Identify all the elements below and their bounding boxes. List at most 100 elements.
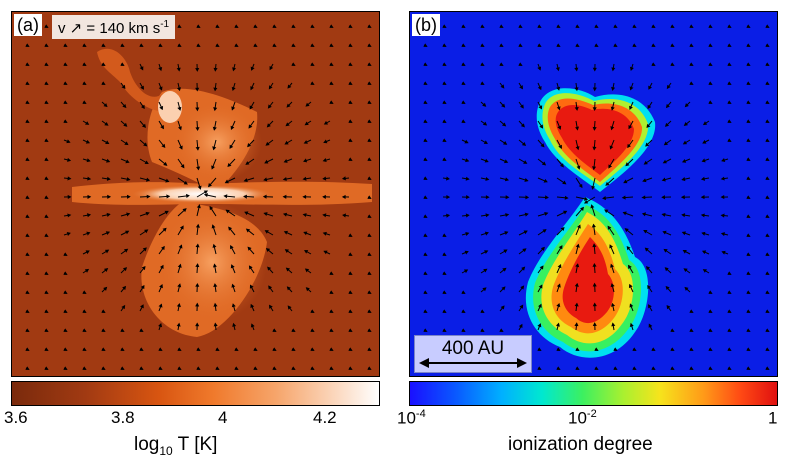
velocity-arrowhead: [727, 290, 732, 294]
velocity-arrowhead: [367, 252, 372, 256]
velocity-arrowhead: [25, 81, 30, 85]
velocity-arrowhead: [765, 100, 770, 104]
velocity-arrowhead: [746, 252, 751, 256]
velocity-arrowhead: [423, 252, 428, 256]
velocity-arrowhead: [367, 157, 372, 161]
velocity-arrowhead: [367, 119, 372, 123]
velocity-arrowhead: [195, 127, 200, 132]
velocity-arrowhead: [139, 328, 144, 332]
velocity-arrowhead: [25, 195, 30, 199]
velocity-arrowhead: [611, 67, 616, 72]
velocity-arrowhead: [701, 231, 706, 236]
velocity-arrowhead: [44, 347, 49, 351]
velocity-arrowhead: [591, 185, 596, 190]
velocity-arrowhead: [348, 347, 353, 351]
velocity-arrowhead: [523, 230, 528, 235]
velocity-arrowhead: [661, 177, 666, 182]
velocity-arrowhead: [182, 208, 187, 213]
velocity-arrowhead: [592, 302, 597, 307]
velocity-arrowhead: [161, 245, 165, 251]
velocity-arrowhead: [641, 212, 646, 217]
velocity-value: = 140 km s: [86, 20, 161, 37]
velocity-arrowhead: [708, 290, 713, 294]
velocity-arrowhead: [503, 141, 508, 145]
velocity-arrowhead: [563, 210, 568, 215]
velocity-arrowhead: [195, 107, 200, 112]
velocity-arrowhead: [499, 43, 504, 47]
velocity-arrowhead: [681, 177, 686, 182]
velocity-arrowhead: [348, 271, 353, 275]
velocity-arrowhead: [25, 100, 30, 104]
velocity-arrowhead: [341, 176, 346, 181]
velocity-arrowhead: [229, 144, 234, 149]
velocity-arrowhead: [592, 126, 597, 131]
velocity-arrowhead: [103, 103, 108, 108]
velocity-arrowhead: [367, 138, 372, 142]
velocity-arrowhead: [329, 24, 334, 28]
velocity-arrowhead: [367, 176, 372, 180]
velocity-arrowhead: [590, 204, 595, 209]
velocity-arrowhead: [610, 283, 615, 288]
velocity-arrowhead: [727, 138, 732, 142]
velocity-arrowhead: [480, 24, 485, 28]
velocity-arrowhead: [480, 43, 485, 47]
velocity-arrowhead: [700, 176, 706, 181]
velocity-arrowhead: [423, 271, 428, 275]
velocity-arrowhead: [262, 194, 267, 199]
velocity-arrowhead: [629, 303, 634, 308]
velocity-arrowhead: [211, 165, 215, 170]
velocity-arrowhead: [613, 43, 618, 47]
velocity-arrowhead: [622, 211, 627, 216]
velocity-arrowhead: [607, 225, 612, 230]
velocity-arrowhead: [423, 309, 428, 313]
velocity-arrowhead: [158, 66, 163, 72]
velocity-arrowhead: [556, 43, 561, 47]
velocity-arrowhead: [558, 144, 562, 150]
velocity-arrowhead: [86, 213, 92, 218]
velocity-arrowhead: [165, 178, 170, 183]
velocity-arrowhead: [286, 103, 291, 108]
velocity-arrowhead: [25, 62, 30, 66]
velocity-arrowhead: [367, 290, 372, 294]
velocity-arrowhead: [120, 43, 125, 47]
velocity-arrowhead: [684, 103, 689, 108]
velocity-arrowhead: [504, 177, 510, 182]
velocity-arrowhead: [662, 230, 667, 235]
velocity-arrowhead: [367, 100, 372, 104]
temp-tick: 3.8: [111, 408, 135, 427]
velocity-arrowhead: [632, 24, 637, 28]
velocity-arrowhead: [304, 268, 310, 273]
velocity-arrowhead: [213, 283, 218, 288]
velocity-arrowhead: [423, 214, 428, 218]
velocity-arrowhead: [610, 126, 615, 131]
velocity-arrowhead: [178, 244, 183, 249]
velocity-arrowhead: [708, 24, 713, 28]
velocity-arrowhead: [746, 62, 751, 66]
velocity-arrowhead: [195, 146, 200, 151]
velocity-arrowhead: [610, 302, 616, 307]
temp-tick: 3.6: [4, 408, 28, 427]
velocity-arrowhead: [647, 284, 651, 290]
velocity-arrowhead: [105, 140, 110, 144]
velocity-arrowhead: [249, 105, 254, 110]
velocity-arrowhead: [746, 214, 751, 218]
velocity-arrowhead: [765, 309, 770, 313]
velocity-arrowhead: [629, 66, 634, 72]
velocity-arrowhead: [141, 104, 145, 110]
velocity-arrowhead: [446, 195, 451, 200]
velocity-arrowhead: [627, 143, 631, 149]
velocity-arrowhead: [176, 87, 182, 92]
velocity-arrowhead: [720, 232, 725, 237]
velocity-arrowhead: [465, 213, 470, 218]
velocity-arrowhead: [367, 81, 372, 85]
velocity-arrowhead: [499, 328, 504, 332]
velocity-arrowhead: [269, 304, 273, 309]
velocity-arrowhead: [646, 266, 651, 271]
velocity-arrowhead: [272, 43, 277, 47]
velocity-arrowhead: [144, 229, 149, 234]
velocity-arrowhead: [592, 243, 597, 248]
velocity-arrowhead: [162, 227, 167, 232]
velocity-arrowhead: [213, 67, 218, 72]
velocity-arrowhead: [63, 328, 68, 332]
velocity-arrowhead: [367, 195, 372, 199]
